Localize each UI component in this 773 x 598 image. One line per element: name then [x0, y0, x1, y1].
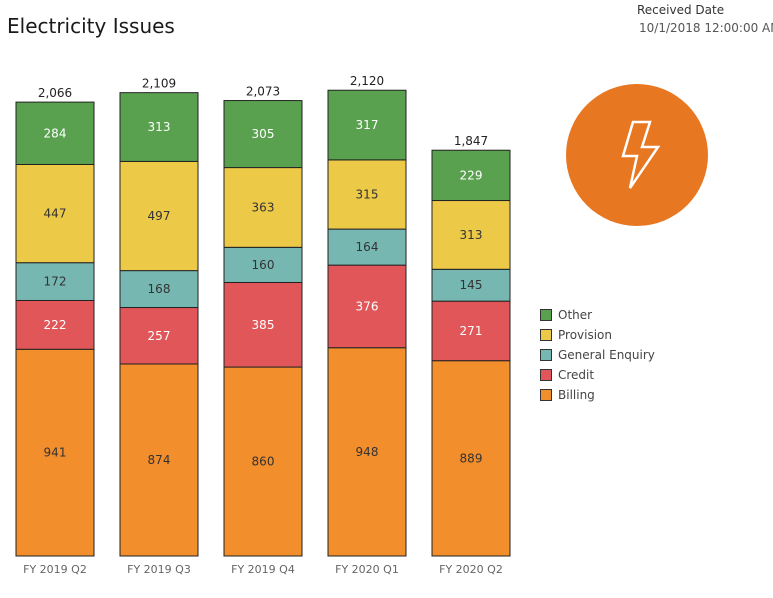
received-date-filter[interactable]: Received Date 10/1/2018 12:00:00 AM [630, 3, 773, 35]
legend-label: General Enquiry [558, 348, 655, 362]
data-label-billing: 948 [356, 445, 379, 459]
data-label-credit: 257 [148, 329, 171, 343]
data-label-other: 229 [460, 168, 483, 182]
x-tick-label: FY 2019 Q4 [231, 563, 295, 576]
legend-swatch [540, 349, 552, 361]
legend-item-general-enquiry[interactable]: General Enquiry [540, 345, 655, 365]
data-label-general-enquiry: 164 [356, 240, 379, 254]
legend-label: Provision [558, 328, 613, 342]
chart-title: Electricity Issues [7, 14, 175, 38]
legend-label: Other [558, 308, 593, 322]
data-label-provision: 497 [148, 209, 171, 223]
bar-total-label: 2,109 [142, 77, 176, 91]
legend-swatch [540, 389, 552, 401]
data-label-credit: 385 [252, 318, 275, 332]
data-label-credit: 271 [460, 324, 483, 338]
x-tick-label: FY 2020 Q2 [439, 563, 503, 576]
bar-segment-other[interactable] [119, 92, 199, 162]
data-label-provision: 363 [252, 200, 275, 214]
bar-segment-provision[interactable] [15, 163, 95, 264]
data-label-credit: 376 [356, 299, 379, 313]
legend-label: Billing [558, 388, 595, 402]
bar-total-label: 1,847 [454, 134, 488, 148]
data-label-general-enquiry: 168 [148, 282, 171, 296]
x-tick-label: FY 2020 Q1 [335, 563, 399, 576]
data-label-other: 284 [44, 126, 67, 140]
legend-item-other[interactable]: Other [540, 305, 655, 325]
bar-segment-credit[interactable] [15, 299, 95, 350]
bar-total-label: 2,120 [350, 74, 384, 88]
legend-swatch [540, 309, 552, 321]
legend-swatch [540, 329, 552, 341]
data-label-general-enquiry: 172 [44, 275, 67, 289]
data-label-billing: 941 [44, 446, 67, 460]
bar-segment-general-enquiry[interactable] [431, 268, 511, 302]
data-label-billing: 889 [460, 451, 483, 465]
data-label-credit: 222 [44, 318, 67, 332]
lightning-bolt-icon [566, 84, 708, 230]
legend-item-credit[interactable]: Credit [540, 365, 655, 385]
data-label-billing: 874 [148, 453, 171, 467]
data-label-other: 317 [356, 118, 379, 132]
legend: Other Provision General Enquiry Credit Billi… [540, 305, 655, 405]
bar-segment-credit[interactable] [223, 281, 303, 368]
data-label-general-enquiry: 160 [252, 258, 275, 272]
x-tick-label: FY 2019 Q3 [127, 563, 191, 576]
filter-value[interactable]: 10/1/2018 12:00:00 AM [639, 21, 773, 35]
legend-item-provision[interactable]: Provision [540, 325, 655, 345]
bar-segment-general-enquiry[interactable] [119, 270, 199, 309]
bar-segment-other[interactable] [327, 89, 407, 161]
data-label-billing: 860 [252, 455, 275, 469]
bar-total-label: 2,066 [38, 86, 72, 100]
bar-segment-billing[interactable] [119, 363, 199, 557]
data-label-provision: 447 [44, 207, 67, 221]
bar-segment-other[interactable] [431, 149, 511, 202]
data-label-provision: 315 [356, 187, 379, 201]
legend-swatch [540, 369, 552, 381]
x-tick-label: FY 2019 Q2 [23, 563, 87, 576]
filter-label: Received Date [637, 3, 725, 17]
legend-item-billing[interactable]: Billing [540, 385, 655, 405]
bar-segment-billing[interactable] [327, 347, 407, 557]
bar-total-label: 2,073 [246, 85, 280, 99]
bar-segment-provision[interactable] [119, 160, 199, 272]
bar-segment-credit[interactable] [119, 307, 199, 365]
bar-segment-other[interactable] [15, 101, 95, 165]
data-label-other: 313 [148, 120, 171, 134]
data-label-other: 305 [252, 127, 275, 141]
bar-segment-general-enquiry[interactable] [15, 262, 95, 301]
bar-segment-other[interactable] [223, 100, 303, 169]
data-label-general-enquiry: 145 [460, 278, 483, 292]
data-label-provision: 313 [460, 228, 483, 242]
bar-segment-provision[interactable] [327, 159, 407, 230]
bar-segment-general-enquiry[interactable] [327, 228, 407, 266]
bar-segment-credit[interactable] [327, 264, 407, 349]
legend-label: Credit [558, 368, 595, 382]
